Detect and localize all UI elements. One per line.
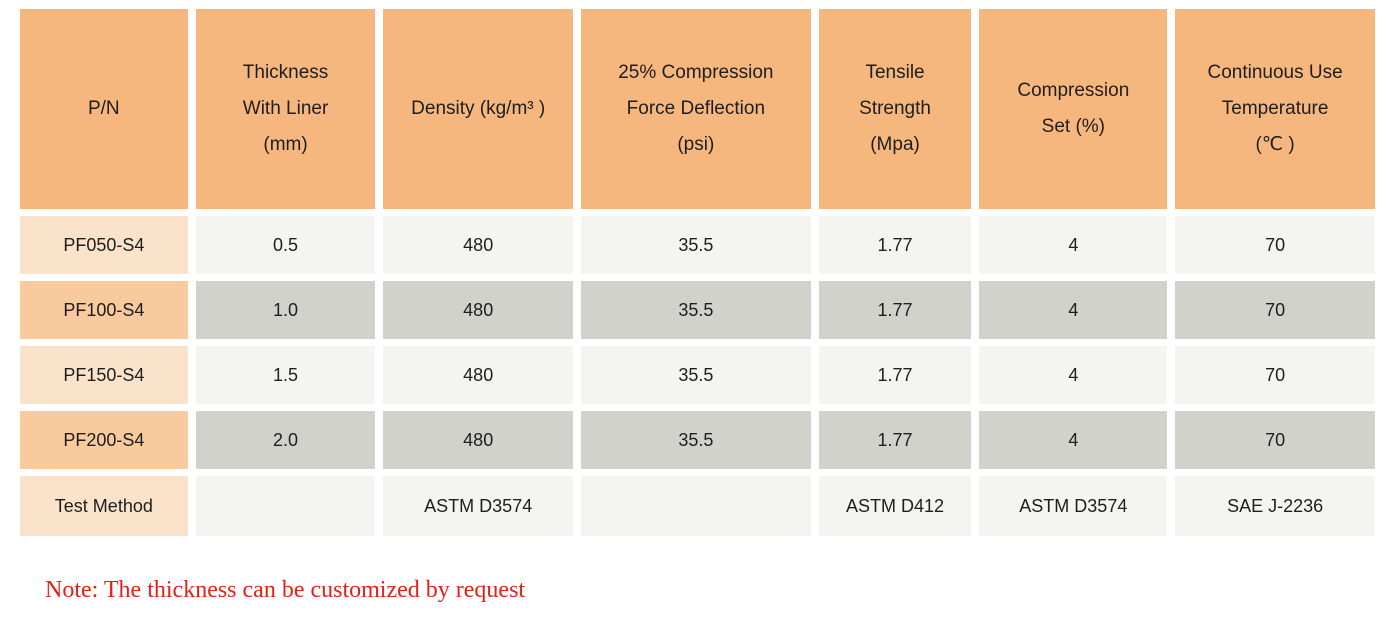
spec-table: P/N Thickness With Liner (mm) Density (k… [12,2,1383,543]
cell-value: ASTM D3574 [383,476,574,536]
cell-value: 4 [979,216,1168,274]
table-row-pf200: PF200-S4 2.0 480 35.5 1.77 4 70 [20,411,1375,469]
cell-value: 2.0 [195,411,376,469]
column-header-cfd: 25% Compression Force Deflection (psi) [581,9,811,209]
cell-value: 480 [383,346,574,404]
page: P/N Thickness With Liner (mm) Density (k… [12,2,1383,603]
cell-value: 70 [1175,346,1375,404]
cell-pn: Test Method [20,476,188,536]
cell-value: 1.77 [818,216,972,274]
cell-value: 4 [979,411,1168,469]
cell-value: 35.5 [581,216,811,274]
cell-value: 4 [979,281,1168,339]
cell-pn: PF050-S4 [20,216,188,274]
cell-value: 4 [979,346,1168,404]
cell-value [195,476,376,536]
table-row-pf100: PF100-S4 1.0 480 35.5 1.77 4 70 [20,281,1375,339]
cell-value [581,476,811,536]
cell-value: 70 [1175,216,1375,274]
note-text: Note: The thickness can be customized by… [45,577,526,603]
cell-value: 480 [383,411,574,469]
column-header-temperature: Continuous Use Temperature (℃ ) [1175,9,1375,209]
cell-value: 480 [383,281,574,339]
table-row-pf050: PF050-S4 0.5 480 35.5 1.77 4 70 [20,216,1375,274]
header-row: P/N Thickness With Liner (mm) Density (k… [20,9,1375,209]
cell-value: ASTM D412 [818,476,972,536]
cell-value: 480 [383,216,574,274]
cell-value: 1.5 [195,346,376,404]
cell-value: 35.5 [581,411,811,469]
cell-value: 1.0 [195,281,376,339]
cell-value: 35.5 [581,281,811,339]
cell-value: 1.77 [818,281,972,339]
column-header-compression-set: Compression Set (%) [979,9,1168,209]
table-row-test-method: Test Method ASTM D3574 ASTM D412 ASTM D3… [20,476,1375,536]
cell-pn: PF150-S4 [20,346,188,404]
cell-value: 1.77 [818,411,972,469]
table-body: PF050-S4 0.5 480 35.5 1.77 4 70 PF100-S4… [20,216,1375,536]
cell-value: ASTM D3574 [979,476,1168,536]
cell-pn: PF100-S4 [20,281,188,339]
cell-value: 70 [1175,411,1375,469]
column-header-pn: P/N [20,9,188,209]
cell-value: 70 [1175,281,1375,339]
cell-pn: PF200-S4 [20,411,188,469]
cell-value: SAE J-2236 [1175,476,1375,536]
table-header: P/N Thickness With Liner (mm) Density (k… [20,9,1375,209]
column-header-thickness: Thickness With Liner (mm) [195,9,376,209]
column-header-tensile: Tensile Strength (Mpa) [818,9,972,209]
cell-value: 35.5 [581,346,811,404]
column-header-density: Density (kg/m³ ) [383,9,574,209]
table-row-pf150: PF150-S4 1.5 480 35.5 1.77 4 70 [20,346,1375,404]
cell-value: 0.5 [195,216,376,274]
cell-value: 1.77 [818,346,972,404]
